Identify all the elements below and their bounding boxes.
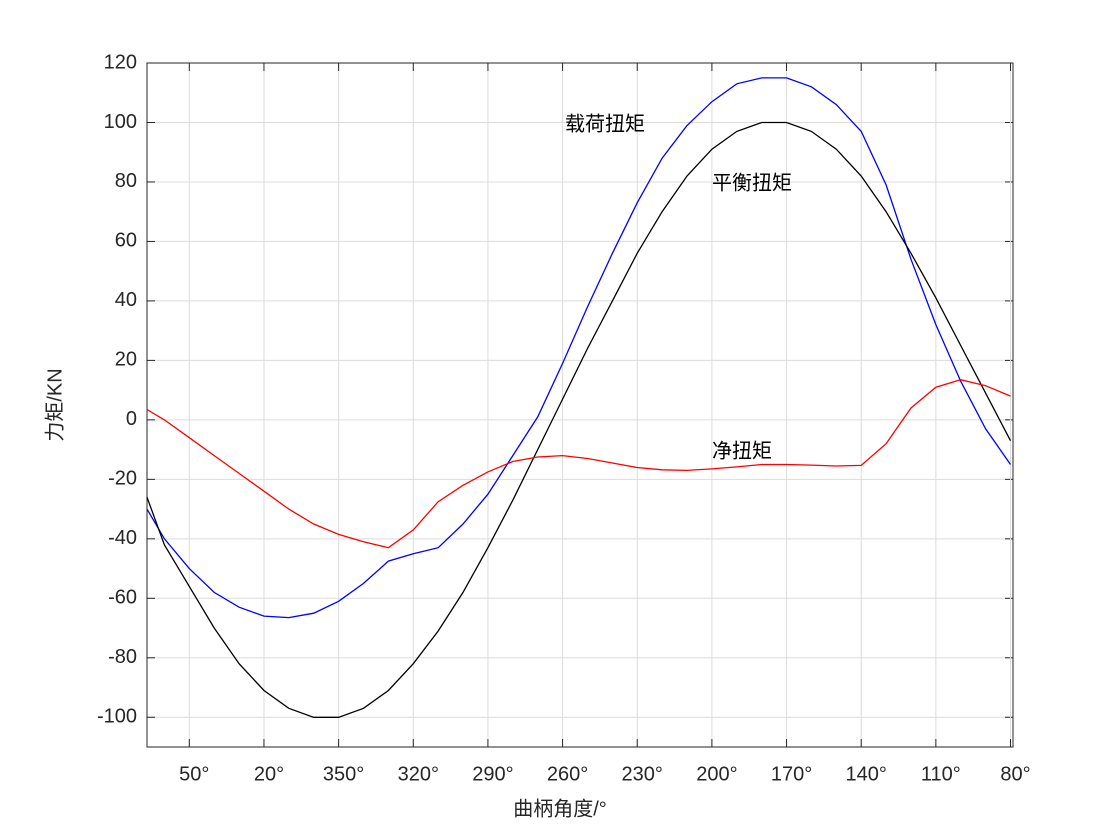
y-tick-label: 0 bbox=[126, 408, 137, 430]
series-label: 载荷扭矩 bbox=[565, 112, 645, 135]
y-axis-label: 力矩/KN bbox=[43, 368, 66, 441]
series-line bbox=[146, 121, 1012, 718]
y-tick-label: -60 bbox=[108, 587, 137, 609]
y-tick-label: 20 bbox=[115, 349, 137, 371]
y-tick-label: 120 bbox=[104, 51, 137, 73]
x-tick-label: 50° bbox=[179, 763, 209, 785]
x-tick-label: 230° bbox=[622, 763, 663, 785]
series-line bbox=[146, 379, 1011, 549]
x-tick-label: 170° bbox=[771, 763, 812, 785]
y-tick-label: -20 bbox=[108, 468, 137, 490]
y-tick-label: -40 bbox=[108, 527, 137, 549]
y-tick-label: 100 bbox=[104, 111, 137, 133]
x-tick-label: 320° bbox=[398, 763, 439, 785]
x-tick-label: 200° bbox=[696, 763, 737, 785]
y-tick-label: 60 bbox=[115, 230, 137, 252]
x-tick-label: 140° bbox=[846, 763, 887, 785]
x-tick-label: 80° bbox=[1000, 763, 1030, 785]
series-label: 净扭矩 bbox=[712, 439, 772, 462]
y-tick-label: 80 bbox=[115, 170, 137, 192]
x-tick-label: 260° bbox=[547, 763, 588, 785]
x-tick-label: 20° bbox=[254, 763, 284, 785]
x-axis-label: 曲柄角度/° bbox=[513, 797, 607, 820]
y-tick-label: -80 bbox=[108, 646, 137, 668]
plot-frame bbox=[146, 62, 1014, 748]
x-tick-label: 110° bbox=[921, 763, 961, 785]
y-tick-label: -100 bbox=[97, 706, 137, 728]
series-line bbox=[146, 77, 1012, 619]
series-label: 平衡扭矩 bbox=[712, 171, 792, 194]
y-tick-label: 40 bbox=[115, 289, 137, 311]
x-tick-label: 350° bbox=[323, 763, 364, 785]
x-tick-label: 290° bbox=[472, 763, 513, 785]
